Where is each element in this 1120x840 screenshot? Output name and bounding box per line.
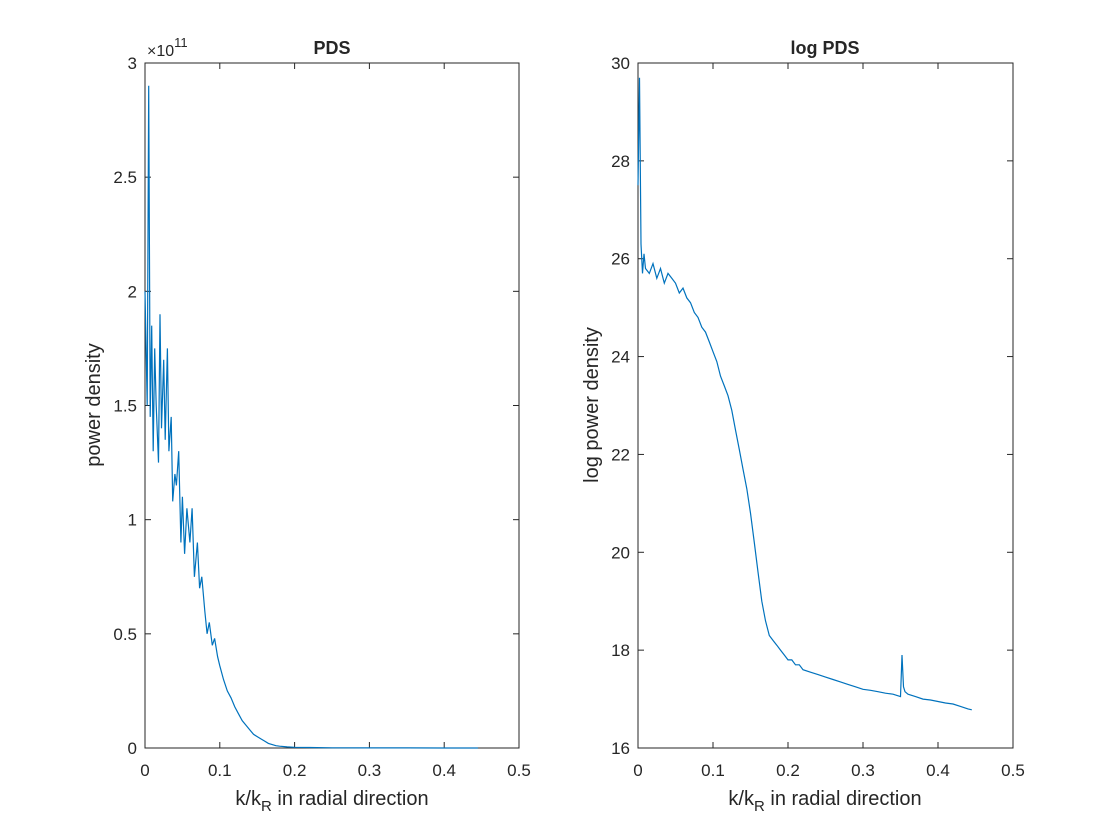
pds-y-tick-label: 2.5: [113, 168, 137, 187]
log-pds-plot: 0 0.1 0.2 0.3 0.4 0.5 16 18 20 22 24 26 28 30 log PDS…: [581, 38, 1025, 815]
pds-y-tick-label: 2: [128, 282, 137, 301]
log-pds-x-axis-label: k/kR in radial direction: [728, 788, 921, 815]
log-pds-y-tick-label: 16: [611, 739, 630, 758]
pds-axes-box: [144, 62, 520, 749]
pds-y-axis-label: power density: [83, 343, 105, 466]
log-pds-axes-box: [637, 62, 1014, 749]
pds-x-tick-label: 0.5: [507, 761, 531, 780]
log-pds-y-axis-label: log power density: [581, 327, 603, 483]
log-pds-x-axis-label-sub: R: [754, 798, 765, 815]
pds-ticks: 0 0.1 0.2 0.3 0.4 0.5 0 0.5 1 1.5 2 2.5 3: [113, 54, 530, 780]
pds-plot: 0 0.1 0.2 0.3 0.4 0.500.511.522.53 PDS ×1011 …: [83, 35, 531, 815]
pds-y-multiplier-base: ×10: [147, 43, 174, 60]
log-pds-y-tick-label: 18: [611, 641, 630, 660]
pds-x-tick-label: 0.2: [283, 761, 307, 780]
log-pds-x-tick-label: 0: [633, 761, 642, 780]
pds-x-axis-label: k/kR in radial direction: [235, 788, 428, 815]
log-pds-title: log PDS: [790, 38, 859, 58]
log-pds-x-tick-label: 0.3: [851, 761, 875, 780]
log-pds-y-tick-label: 28: [611, 152, 630, 171]
log-pds-x-tick-label: 0.1: [701, 761, 725, 780]
log-pds-x-tick-label: 0.5: [1001, 761, 1025, 780]
log-pds-y-tick-label: 20: [611, 543, 630, 562]
pds-x-tick-label: 0.4: [432, 761, 456, 780]
pds-series-line: [144, 85, 478, 749]
pds-title: PDS: [313, 38, 350, 58]
pds-y-tick-label: 0: [128, 739, 137, 758]
log-pds-y-tick-label: 22: [611, 445, 630, 464]
log-pds-y-tick-label: 26: [611, 250, 630, 269]
log-pds-x-tick-label: 0.4: [926, 761, 950, 780]
pds-x-axis-label-rest: in radial direction: [272, 788, 429, 810]
pds-y-tick-label: 0.5: [113, 625, 137, 644]
pds-y-tick-label: 3: [128, 54, 137, 73]
pds-x-axis-label-sub: R: [261, 798, 272, 815]
log-pds-ticks: 0 0.1 0.2 0.3 0.4 0.5 16 18 20 22 24 26 28 30: [611, 54, 1025, 780]
pds-y-multiplier: ×1011: [147, 35, 188, 60]
pds-y-tick-label: 1.5: [113, 397, 137, 416]
pds-y-multiplier-exp: 11: [174, 35, 188, 50]
pds-y-tick-label: 1: [128, 511, 137, 530]
log-pds-series-line: [637, 77, 972, 711]
pds-x-axis-label-main: k/k: [235, 788, 262, 810]
log-pds-x-axis-label-rest: in radial direction: [765, 788, 922, 810]
pds-x-tick-label: 0: [140, 761, 149, 780]
log-pds-y-tick-label: 24: [611, 348, 630, 367]
log-pds-x-axis-label-main: k/k: [728, 788, 755, 810]
pds-x-tick-label: 0.1: [208, 761, 232, 780]
log-pds-x-tick-label: 0.2: [776, 761, 800, 780]
log-pds-y-tick-label: 30: [611, 54, 630, 73]
pds-x-tick-label: 0.3: [358, 761, 382, 780]
